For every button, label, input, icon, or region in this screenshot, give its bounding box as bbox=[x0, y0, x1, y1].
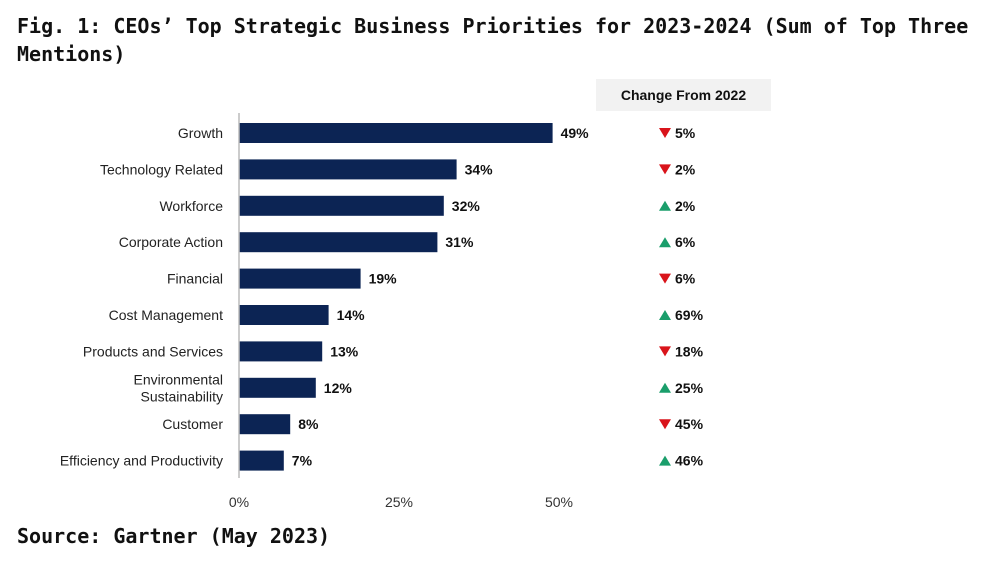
bar bbox=[239, 414, 291, 435]
category-label: Corporate Action bbox=[119, 234, 223, 250]
category-label: Sustainability bbox=[141, 388, 224, 404]
category-label: Efficiency and Productivity bbox=[60, 453, 223, 469]
triangle-up-icon bbox=[659, 455, 671, 466]
change-value: 46% bbox=[675, 453, 704, 469]
category-label: Customer bbox=[162, 416, 223, 432]
change-value: 5% bbox=[675, 125, 696, 141]
change-value: 6% bbox=[675, 271, 696, 287]
x-tick-label: 50% bbox=[545, 494, 573, 510]
triangle-up-icon bbox=[659, 382, 671, 393]
data-label: 49% bbox=[561, 125, 590, 141]
bar bbox=[239, 450, 284, 471]
data-label: 8% bbox=[298, 416, 319, 432]
data-label: 31% bbox=[445, 234, 474, 250]
category-label: Technology Related bbox=[100, 161, 223, 177]
triangle-up-icon bbox=[659, 237, 671, 248]
change-value: 6% bbox=[675, 234, 696, 250]
change-value: 69% bbox=[675, 307, 704, 323]
bar bbox=[239, 195, 444, 216]
change-column-header: Change From 2022 bbox=[596, 79, 771, 111]
bar bbox=[239, 232, 438, 253]
triangle-down-icon bbox=[659, 128, 671, 138]
source-note: Source: Gartner (May 2023) bbox=[17, 524, 331, 548]
change-value: 2% bbox=[675, 198, 696, 214]
change-value: 45% bbox=[675, 416, 704, 432]
bar bbox=[239, 268, 361, 289]
data-label: 14% bbox=[337, 307, 366, 323]
bar bbox=[239, 377, 316, 398]
triangle-down-icon bbox=[659, 346, 671, 357]
bar bbox=[239, 123, 553, 143]
change-value: 18% bbox=[675, 343, 704, 359]
data-label: 34% bbox=[465, 161, 494, 177]
category-label: Workforce bbox=[159, 198, 223, 214]
category-label: Environmental bbox=[134, 371, 224, 387]
bar bbox=[239, 341, 323, 362]
x-tick-label: 0% bbox=[229, 494, 249, 510]
category-label: Cost Management bbox=[109, 307, 224, 323]
data-label: 7% bbox=[292, 453, 313, 469]
change-value: 25% bbox=[675, 380, 704, 396]
category-label: Financial bbox=[167, 271, 223, 287]
bar bbox=[239, 159, 457, 180]
category-label: Products and Services bbox=[83, 343, 223, 359]
triangle-up-icon bbox=[659, 310, 671, 320]
bar bbox=[239, 305, 329, 325]
figure-title: Fig. 1: CEOs’ Top Strategic Business Pri… bbox=[17, 14, 969, 66]
triangle-up-icon bbox=[659, 200, 671, 211]
triangle-down-icon bbox=[659, 419, 671, 430]
category-label: Growth bbox=[178, 125, 223, 141]
change-value: 2% bbox=[675, 161, 696, 177]
data-label: 32% bbox=[452, 198, 481, 214]
data-label: 13% bbox=[330, 343, 359, 359]
triangle-down-icon bbox=[659, 164, 671, 175]
x-tick-label: 25% bbox=[385, 494, 413, 510]
triangle-down-icon bbox=[659, 273, 671, 284]
data-label: 12% bbox=[324, 380, 353, 396]
data-label: 19% bbox=[369, 271, 398, 287]
